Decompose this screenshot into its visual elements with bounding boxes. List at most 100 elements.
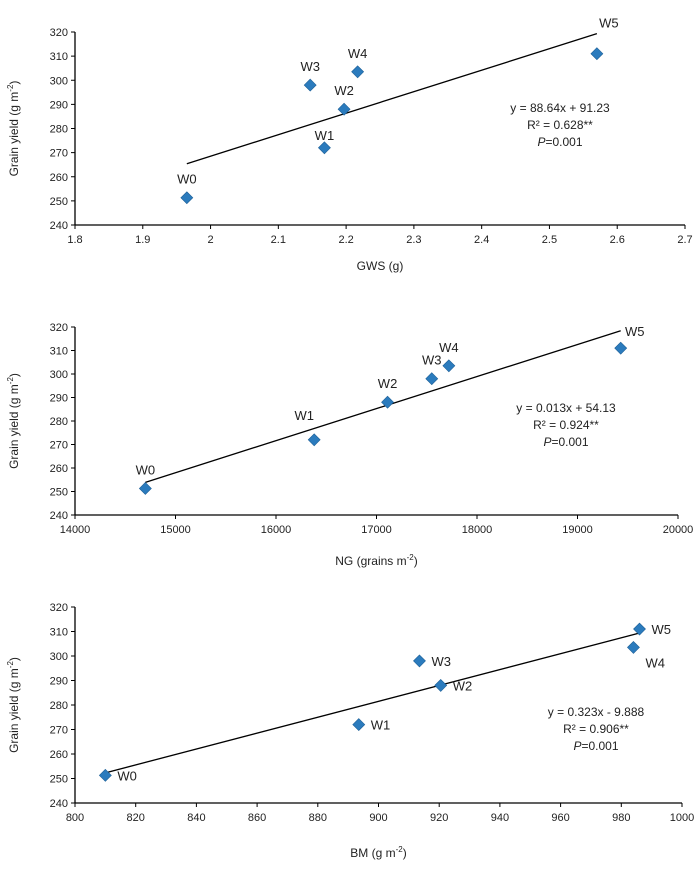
- data-point-w0: [98, 768, 112, 782]
- y-tick-label: 270: [50, 440, 68, 452]
- y-tick-label: 270: [50, 725, 68, 737]
- data-label-w1: W1: [371, 718, 391, 733]
- y-tick-label: 280: [50, 700, 68, 712]
- x-axis-label: GWS (g): [357, 259, 404, 273]
- r-squared: R² = 0.628**: [527, 118, 593, 132]
- data-point-w2: [434, 678, 448, 692]
- data-label-w0: W0: [136, 462, 156, 477]
- x-tick-label: 19000: [562, 524, 593, 536]
- x-tick-label: 960: [551, 812, 569, 824]
- y-tick-label: 280: [50, 416, 68, 428]
- data-label-w5: W5: [625, 324, 645, 339]
- x-tick-label: 860: [248, 812, 266, 824]
- y-tick-label: 240: [50, 220, 68, 232]
- y-tick-label: 300: [50, 651, 68, 663]
- y-tick-label: 250: [50, 487, 68, 499]
- data-label-w4: W4: [348, 46, 368, 61]
- scatter-plot-2: 240 250 260 270 280 290 300 310 320 14000 15000 160…: [6, 322, 693, 568]
- x-tick-label: 900: [369, 812, 387, 824]
- y-tick-label: 320: [50, 602, 68, 614]
- data-point-w1: [352, 718, 366, 732]
- y-axis-label: Grain yield (g m-2): [6, 657, 21, 753]
- x-tick-label: 980: [612, 812, 630, 824]
- y-tick-label: 310: [50, 51, 68, 63]
- x-tick-label: 940: [491, 812, 509, 824]
- y-tick-label: 310: [50, 346, 68, 358]
- data-point-w4: [351, 65, 365, 79]
- data-point-w5: [614, 341, 628, 355]
- scatter-plot-1: 240 250 260 270 280 290 300 310 320 1.8 1.9 2 2.1 2.2…: [6, 16, 693, 273]
- p-value: P=0.001: [543, 435, 588, 449]
- x-tick-label: 17000: [361, 524, 392, 536]
- data-label-w3: W3: [300, 59, 320, 74]
- x-tick-label: 14000: [60, 524, 91, 536]
- data-label-w3: W3: [422, 353, 442, 368]
- p-symbol: P: [573, 739, 581, 753]
- x-tick-label: 880: [309, 812, 327, 824]
- data-label-w0: W0: [117, 768, 137, 783]
- trendline: [145, 330, 621, 483]
- x-tick-label: 18000: [462, 524, 493, 536]
- p-value: P=0.001: [537, 135, 582, 149]
- x-tick-label: 15000: [160, 524, 191, 536]
- y-tick-label: 320: [50, 322, 68, 334]
- y-tick-label: 260: [50, 463, 68, 475]
- data-point-w2: [337, 102, 351, 116]
- x-tick-label: 2.1: [271, 234, 286, 246]
- x-tick-label: 2.6: [610, 234, 625, 246]
- data-point-w1: [307, 433, 321, 447]
- x-tick-label: 2: [207, 234, 213, 246]
- data-label-w2: W2: [334, 83, 354, 98]
- regression-equation: y = 0.013x + 54.13: [516, 401, 616, 415]
- y-tick-label: 260: [50, 172, 68, 184]
- data-point-w0: [138, 482, 152, 495]
- regression-equation: y = 88.64x + 91.23: [510, 101, 610, 115]
- data-label-w4: W4: [645, 655, 665, 670]
- x-tick-label: 20000: [663, 524, 694, 536]
- data-point-w1: [317, 141, 331, 155]
- p-value-number: =0.001: [581, 739, 618, 753]
- y-tick-label: 310: [50, 627, 68, 639]
- x-tick-label: 2.7: [677, 234, 692, 246]
- x-axis-label: NG (grains m-2): [335, 553, 417, 568]
- data-point-w3: [303, 78, 317, 92]
- x-tick-label: 840: [187, 812, 205, 824]
- data-label-w5: W5: [652, 622, 672, 637]
- data-label-w0: W0: [177, 172, 197, 187]
- data-label-w1: W1: [315, 128, 335, 143]
- y-tick-label: 320: [50, 27, 68, 39]
- x-tick-label: 820: [127, 812, 145, 824]
- y-tick-label: 290: [50, 99, 68, 111]
- y-tick-label: 260: [50, 749, 68, 761]
- x-tick-label: 1.8: [67, 234, 82, 246]
- x-tick-label: 920: [430, 812, 448, 824]
- p-symbol: P: [537, 135, 545, 149]
- p-value-number: =0.001: [551, 435, 588, 449]
- data-point-w4: [442, 359, 456, 373]
- y-tick-label: 300: [50, 369, 68, 381]
- r-squared: R² = 0.906**: [563, 722, 629, 736]
- p-value-number: =0.001: [545, 135, 582, 149]
- p-symbol: P: [543, 435, 551, 449]
- data-label-w2: W2: [453, 678, 473, 693]
- r-squared: R² = 0.924**: [533, 418, 599, 432]
- data-point-w5: [633, 622, 646, 636]
- y-tick-label: 280: [50, 124, 68, 136]
- regression-equation: y = 0.323x - 9.888: [548, 705, 645, 719]
- trendline: [105, 632, 640, 774]
- x-tick-label: 2.2: [338, 234, 353, 246]
- scatter-plot-3: 240 250 260 270 280 290 300 310 320 800 820 840 860 8…: [6, 602, 694, 860]
- p-value: P=0.001: [573, 739, 618, 753]
- y-tick-label: 250: [50, 196, 68, 208]
- y-axis-label: Grain yield (g m-2): [6, 373, 21, 469]
- x-tick-label: 2.3: [406, 234, 421, 246]
- y-tick-label: 250: [50, 774, 68, 786]
- data-label-w4: W4: [439, 340, 459, 355]
- y-tick-label: 300: [50, 75, 68, 87]
- x-tick-label: 2.4: [474, 234, 489, 246]
- y-tick-label: 240: [50, 510, 68, 522]
- y-tick-label: 290: [50, 393, 68, 405]
- y-axis-label: Grain yield (g m-2): [6, 81, 21, 177]
- x-tick-label: 1.9: [135, 234, 150, 246]
